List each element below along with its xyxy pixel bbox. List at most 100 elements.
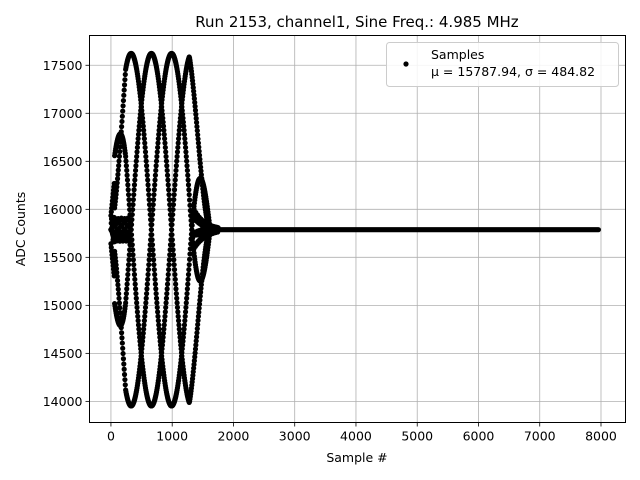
sample-point	[132, 172, 138, 178]
sample-point	[132, 276, 138, 282]
sample-point	[120, 108, 126, 114]
sample-point	[164, 291, 170, 297]
sample-point	[164, 167, 170, 174]
sample-point	[184, 295, 190, 301]
sample-point	[156, 322, 162, 328]
sample-point	[120, 345, 126, 351]
sample-point	[123, 291, 129, 297]
sample-point	[164, 286, 170, 292]
sample-point	[154, 149, 160, 155]
sample-point	[192, 103, 198, 109]
sample-point	[155, 144, 161, 151]
sample-point	[187, 202, 193, 208]
sample-point	[118, 330, 125, 336]
sample-point	[186, 197, 193, 203]
sample-point	[181, 326, 187, 332]
sample-point	[123, 158, 129, 164]
y-tick-label: 15500	[43, 250, 83, 265]
sample-point	[121, 366, 127, 372]
sample-point	[146, 262, 152, 268]
sample-point	[159, 111, 165, 117]
sample-point	[154, 304, 160, 311]
sample-point	[166, 257, 172, 263]
sample-point	[134, 309, 141, 315]
sample-point	[160, 123, 167, 129]
sample-point	[174, 295, 180, 301]
sample-point	[130, 252, 136, 258]
sample-point	[141, 326, 147, 332]
sample-point	[137, 119, 143, 125]
sample-point	[175, 144, 181, 151]
sample-point	[141, 131, 147, 138]
x-tick-label: 0	[107, 429, 115, 444]
sample-point	[160, 330, 167, 336]
sample-point	[192, 350, 198, 356]
sample-point	[160, 338, 166, 344]
sample-point	[180, 111, 186, 117]
sample-point	[119, 340, 125, 346]
sample-point	[145, 266, 152, 273]
sample-point	[145, 177, 151, 183]
sample-point	[179, 107, 185, 114]
sample-point	[197, 297, 203, 303]
sample-point	[147, 242, 153, 248]
sample-point	[144, 286, 150, 292]
sample-point	[131, 182, 138, 188]
sample-point	[144, 167, 150, 174]
sample-point	[143, 300, 149, 306]
sample-point	[159, 107, 165, 114]
sample-point	[136, 326, 142, 332]
sample-point	[125, 182, 131, 188]
sample-point	[188, 217, 194, 224]
sample-point	[115, 167, 121, 173]
sample-point	[173, 167, 179, 174]
sample-point	[198, 164, 204, 170]
sample-point	[111, 180, 117, 187]
sample-point	[164, 281, 171, 287]
sample-point	[134, 149, 140, 155]
sample-point	[131, 192, 137, 198]
sample-point	[122, 377, 128, 383]
sample-point	[133, 158, 139, 164]
sample-point	[156, 123, 163, 129]
sample-point	[173, 281, 179, 287]
sample-point	[181, 131, 188, 138]
sample-point	[171, 262, 177, 268]
sample-point	[193, 111, 199, 117]
sample-point	[142, 304, 149, 311]
sample-point	[165, 271, 171, 278]
sample-point	[182, 313, 188, 319]
sample-point	[171, 257, 177, 263]
sample-point	[116, 300, 122, 306]
sample-point	[126, 257, 132, 263]
sample-point	[193, 342, 199, 348]
sample-point	[174, 304, 181, 311]
sample-point	[166, 262, 172, 268]
sample-point	[170, 202, 177, 208]
sample-point	[162, 144, 168, 151]
x-tick-label: 7000	[524, 429, 556, 444]
sample-point	[154, 153, 160, 160]
y-tick-label: 15000	[43, 298, 83, 313]
sample-point	[194, 123, 200, 130]
sample-point	[149, 222, 155, 228]
sample-point	[186, 262, 192, 268]
sample-point	[196, 301, 203, 307]
sample-point	[171, 197, 177, 203]
sample-point	[161, 127, 167, 133]
sample-point	[151, 266, 157, 273]
sample-point	[194, 330, 200, 336]
sample-point	[120, 97, 127, 104]
sample-point	[159, 346, 165, 352]
sample-point	[137, 115, 143, 121]
sample-point	[142, 313, 148, 319]
sample-point	[182, 318, 188, 324]
sample-point	[161, 131, 167, 138]
sample-point	[198, 285, 204, 292]
sample-point	[192, 346, 199, 352]
sample-point	[186, 192, 192, 198]
sample-point	[120, 103, 126, 109]
sample-point	[142, 144, 148, 151]
sample-point	[188, 222, 195, 228]
sample-point	[121, 371, 128, 378]
